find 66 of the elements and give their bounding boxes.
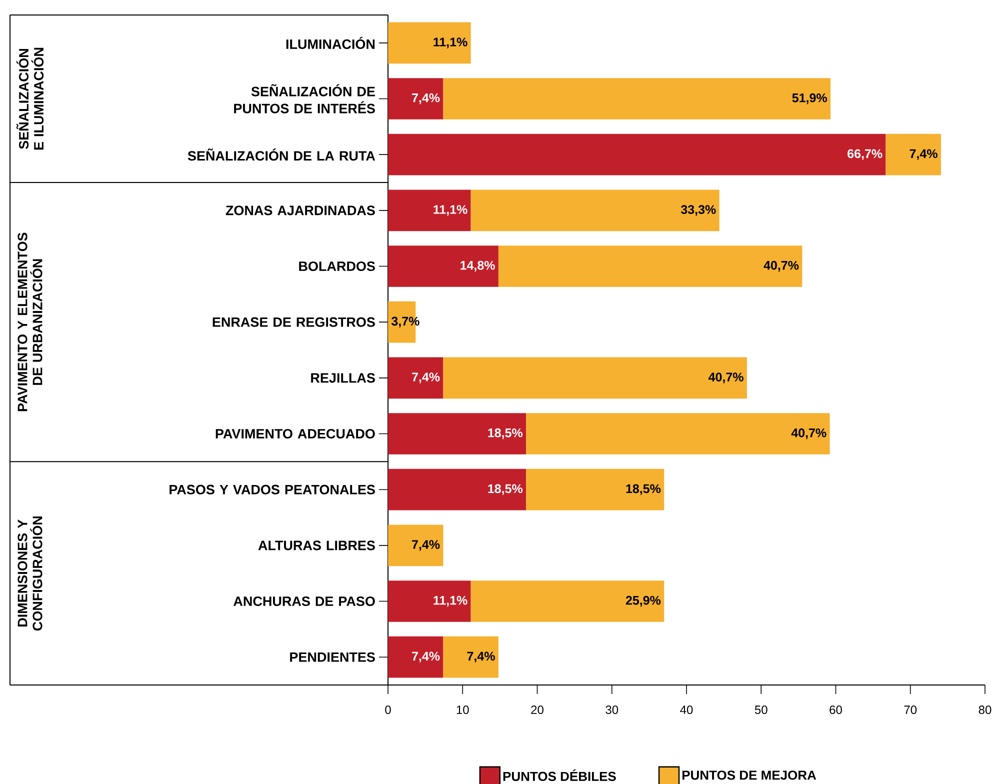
bar	[388, 22, 471, 64]
bar	[388, 524, 444, 566]
x-tick-label: 10	[456, 706, 469, 714]
legend-label: PUNTOS DE MEJORA	[682, 770, 816, 780]
y-tick-label: ENRASE DE REGISTROS	[212, 317, 375, 327]
data-label: 11,1%	[434, 205, 468, 216]
x-tick-label: 40	[680, 706, 693, 714]
data-label: 25,9%	[626, 596, 661, 607]
bar	[388, 246, 498, 287]
data-label: 7,4%	[412, 372, 440, 384]
x-tick-label: 80	[978, 706, 992, 714]
bar	[443, 636, 498, 678]
y-tick-label: PASOS Y VADOS PEATONALES	[170, 484, 375, 494]
bar	[526, 468, 664, 510]
bar	[886, 134, 941, 176]
y-tick-label: ALTURAS LIBRES	[258, 540, 375, 550]
data-label: 7,4%	[412, 93, 440, 104]
text: PAVIMENTO Y ELEMENTOS DE URBANIZACIÓN	[18, 232, 42, 412]
bar	[470, 580, 664, 622]
data-label: 7,4%	[910, 149, 938, 160]
bar	[388, 468, 526, 510]
bar	[388, 357, 444, 399]
x-tick-label: 60	[830, 706, 842, 714]
x-tick-label: 70	[904, 706, 917, 714]
data-label: 66,7%	[848, 149, 882, 160]
x-tick-label: 50	[754, 706, 768, 714]
y-tick-label: ZONAS AJARDINADAS	[226, 206, 375, 216]
data-label: 7,4%	[412, 652, 440, 662]
data-label: 33,3%	[680, 205, 716, 216]
x-tick-label: 0	[385, 706, 391, 714]
y-tick-label: SEÑALIZACIÓN DE PUNTOS DE INTERÉS	[234, 84, 375, 114]
bar	[443, 357, 747, 399]
y-tick-label: PAVIMENTO ADECUADO	[216, 428, 375, 439]
data-label: 11,1%	[434, 38, 468, 48]
data-label: 7,4%	[412, 540, 440, 551]
bar	[388, 134, 886, 176]
bar	[388, 636, 444, 678]
bar	[526, 413, 830, 454]
data-label: 40,7%	[764, 260, 799, 272]
x-tick-label: 20	[531, 706, 544, 714]
bar	[388, 190, 471, 232]
data-label: 11,1%	[434, 596, 468, 607]
data-label: 18,5%	[488, 428, 523, 440]
data-label: 18,5%	[488, 484, 523, 495]
x-tick-label: 30	[606, 706, 618, 714]
bar	[388, 580, 471, 622]
bar	[443, 78, 831, 120]
bar	[498, 246, 802, 287]
data-label: 51,9%	[792, 93, 827, 104]
data-label: 14,8%	[460, 260, 495, 272]
y-tick-label: PENDIENTES	[290, 652, 375, 662]
data-label: 40,7%	[791, 428, 826, 440]
data-label: 7,4%	[467, 652, 495, 662]
data-label: 18,5%	[626, 484, 661, 495]
legend-label: PUNTOS DÉBILES	[503, 769, 616, 782]
y-tick-label: SEÑALIZACIÓN DE LA RUTA	[188, 148, 376, 161]
y-tick-label: ANCHURAS DE PASO	[234, 596, 375, 606]
bar	[388, 413, 526, 454]
y-tick-label: REJILLAS	[311, 373, 375, 383]
text: SEÑALIZACIÓN E ILUMINACIÓN	[16, 48, 44, 150]
y-tick-label: ILUMINACIÓN	[286, 36, 375, 49]
text: DIMENSIONES Y CONFIGURACIÓN	[18, 516, 42, 631]
data-label: 40,7%	[708, 372, 744, 384]
bar	[388, 78, 444, 120]
y-tick-label: BOLARDOS	[299, 261, 375, 272]
bar	[470, 190, 720, 232]
